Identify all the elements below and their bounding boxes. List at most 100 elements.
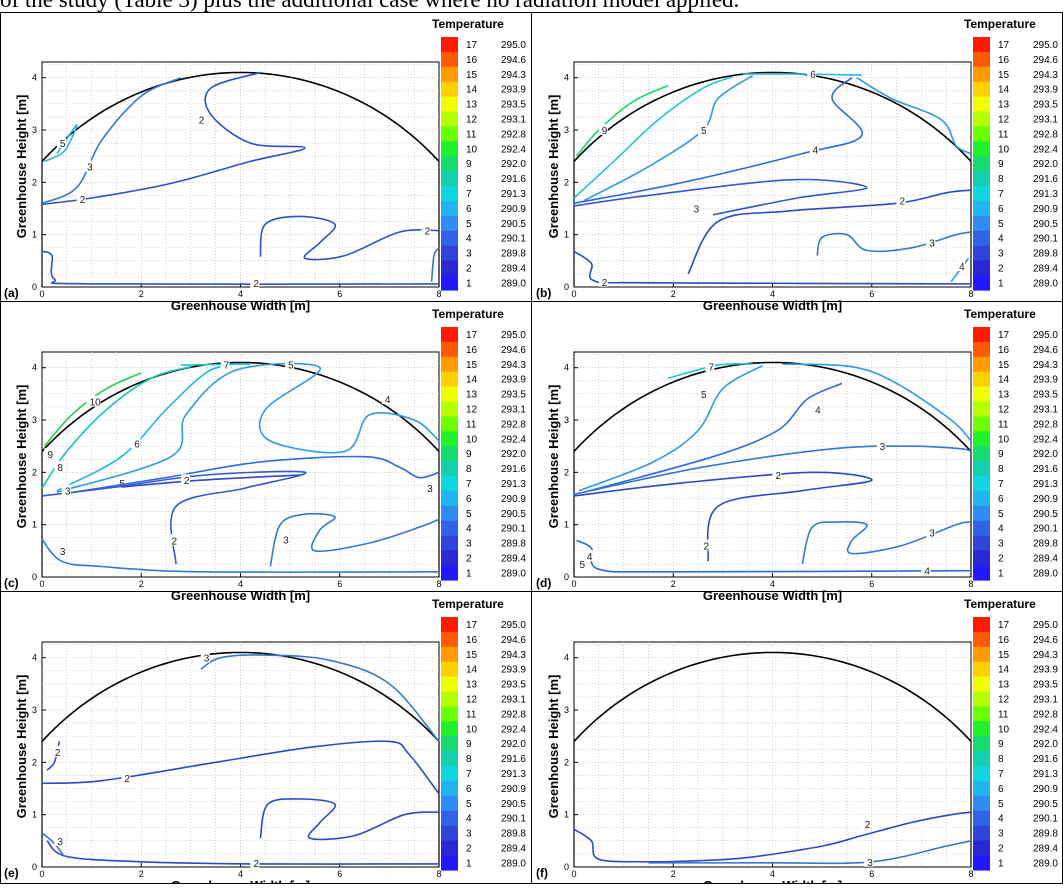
legend-swatch — [973, 111, 990, 127]
legend-value: 292.0 — [1033, 739, 1058, 750]
legend-value: 293.1 — [1033, 405, 1058, 416]
y-tick-label: 1 — [32, 520, 37, 530]
legend-swatch — [973, 416, 990, 432]
greenhouse-outline — [41, 71, 440, 162]
y-tick-label: 0 — [32, 572, 37, 582]
legend-swatch — [973, 356, 990, 372]
legend-value: 290.1 — [1033, 814, 1058, 825]
legend-level: 9 — [466, 159, 472, 170]
legend-value: 291.6 — [1033, 464, 1058, 475]
y-tick-label: 3 — [32, 125, 37, 135]
y-tick-label: 1 — [564, 230, 569, 240]
legend-value: 292.4 — [501, 144, 526, 155]
legend-level: 4 — [466, 814, 472, 825]
legend-value: 292.4 — [1033, 144, 1058, 155]
legend-title: Temperature — [432, 307, 504, 321]
legend-value: 289.0 — [1033, 278, 1058, 289]
legend-value: 290.1 — [1033, 234, 1058, 245]
legend-swatch — [973, 646, 990, 662]
legend-level: 7 — [466, 769, 472, 780]
legend-swatch — [441, 66, 458, 82]
legend-level: 12 — [998, 405, 1010, 416]
legend-swatch — [441, 230, 458, 246]
legend-swatch — [973, 386, 990, 402]
x-tick-label: 4 — [770, 579, 775, 589]
x-tick-label: 8 — [436, 289, 441, 299]
legend-level: 10 — [466, 724, 478, 735]
legend-level: 1 — [466, 278, 472, 289]
contour-line-6 — [742, 73, 862, 76]
legend-level: 12 — [998, 695, 1010, 706]
legend-value: 293.5 — [501, 100, 526, 111]
legend-value: 291.6 — [501, 174, 526, 185]
contour-label: 5 — [288, 361, 294, 372]
x-tick-label: 6 — [337, 289, 342, 299]
contour-label: 2 — [704, 542, 710, 553]
contour-line-5 — [56, 362, 440, 493]
y-tick-label: 2 — [564, 757, 569, 767]
x-tick-label: 6 — [337, 869, 342, 879]
y-tick-label: 2 — [32, 757, 37, 767]
legend-value: 290.9 — [1033, 494, 1058, 505]
legend-level: 14 — [466, 375, 478, 386]
y-tick-label: 0 — [564, 572, 569, 582]
y-tick-label: 4 — [32, 73, 37, 83]
contour-label: 4 — [385, 395, 391, 406]
y-tick-label: 2 — [32, 467, 37, 477]
legend-level: 17 — [998, 620, 1010, 631]
legend-level: 4 — [998, 234, 1004, 245]
contour-line-3 — [573, 178, 868, 216]
legend-swatch — [441, 186, 458, 202]
y-tick-label: 0 — [564, 282, 569, 292]
contour-line-4 — [583, 382, 843, 493]
contour-line-3 — [648, 840, 972, 865]
legend-level: 14 — [466, 665, 478, 676]
legend-value: 291.6 — [1033, 754, 1058, 765]
x-axis-label: Greenhouse Width [m] — [703, 588, 842, 603]
contour-label: 2 — [184, 476, 190, 487]
legend-value: 293.1 — [501, 115, 526, 126]
legend-value: 291.6 — [1033, 174, 1058, 185]
legend-swatch — [441, 341, 458, 358]
legend-level: 10 — [998, 724, 1010, 735]
contour-label: 4 — [587, 552, 593, 563]
x-axis-label: Greenhouse Width [m] — [703, 878, 842, 884]
legend-value: 292.8 — [501, 419, 526, 430]
x-tick-label: 8 — [436, 869, 441, 879]
legend-level: 12 — [998, 115, 1010, 126]
legend-value: 292.4 — [501, 434, 526, 445]
greenhouse-outline — [573, 71, 972, 162]
legend-level: 2 — [998, 554, 1004, 565]
legend-title: Temperature — [432, 17, 504, 31]
legend-swatch — [441, 37, 458, 53]
legend-level: 8 — [466, 754, 472, 765]
y-tick-label: 4 — [32, 653, 37, 663]
contour-label: 2 — [80, 195, 86, 206]
greenhouse-outline — [41, 361, 440, 452]
legend-value: 291.3 — [501, 769, 526, 780]
legend-swatch — [441, 520, 458, 536]
y-tick-label: 4 — [564, 73, 569, 83]
contour-line-3 — [816, 231, 972, 256]
legend-level: 3 — [998, 249, 1004, 260]
legend-value: 292.4 — [501, 724, 526, 735]
legend-level: 9 — [998, 739, 1004, 750]
contour-line-3 — [430, 247, 440, 282]
y-tick-label: 0 — [32, 862, 37, 872]
contour-line-2 — [259, 798, 440, 841]
legend-value: 293.1 — [501, 405, 526, 416]
legend-swatch — [973, 631, 990, 648]
legend-level: 6 — [466, 204, 472, 215]
legend-swatch — [441, 780, 458, 797]
contour-label: 3 — [87, 163, 93, 174]
x-axis-label: Greenhouse Width [m] — [171, 298, 310, 313]
x-tick-label: 6 — [337, 579, 342, 589]
legend-level: 5 — [466, 799, 472, 810]
contour-label: 4 — [813, 145, 819, 156]
contour-label: 3 — [204, 654, 210, 665]
legend-level: 6 — [466, 494, 472, 505]
legend-value: 290.5 — [1033, 509, 1058, 520]
legend-value: 292.4 — [1033, 434, 1058, 445]
